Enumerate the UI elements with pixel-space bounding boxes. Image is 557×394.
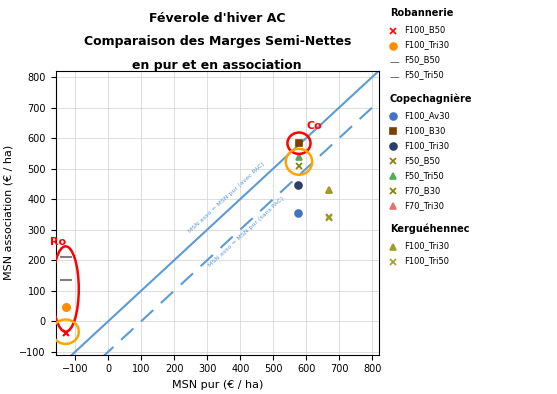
Text: en pur et en association: en pur et en association: [133, 59, 302, 72]
Text: MSN asso = MSN pur (sans PAC): MSN asso = MSN pur (sans PAC): [207, 195, 285, 268]
Text: Robannerie: Robannerie: [390, 8, 453, 18]
Text: F50_B50: F50_B50: [404, 156, 440, 165]
Text: F100_B30: F100_B30: [404, 126, 445, 135]
Text: Comparaison des Marges Semi-Nettes: Comparaison des Marges Semi-Nettes: [84, 35, 351, 48]
Text: Copechagnière: Copechagnière: [390, 93, 472, 104]
Text: F100_Tri30: F100_Tri30: [404, 41, 449, 50]
Text: F50_Tri50: F50_Tri50: [404, 71, 443, 80]
Text: F100_Tri50: F100_Tri50: [404, 256, 449, 266]
Text: F100_Tri30: F100_Tri30: [404, 141, 449, 150]
Y-axis label: MSN association (€ / ha): MSN association (€ / ha): [4, 145, 14, 281]
Text: F100_B50: F100_B50: [404, 26, 445, 35]
Text: MSN asso = MSN pur (avec PAC): MSN asso = MSN pur (avec PAC): [188, 162, 266, 234]
Text: F100_Tri30: F100_Tri30: [404, 242, 449, 251]
Text: F70_B30: F70_B30: [404, 186, 440, 195]
Text: Co: Co: [306, 121, 322, 132]
Text: —: —: [390, 72, 400, 82]
Text: F50_B50: F50_B50: [404, 56, 440, 65]
Text: F100_Av30: F100_Av30: [404, 111, 449, 120]
Text: Féverole d'hiver AC: Féverole d'hiver AC: [149, 12, 286, 25]
Text: F70_Tri30: F70_Tri30: [404, 201, 444, 210]
Text: Ro: Ro: [50, 237, 66, 247]
Text: —: —: [390, 58, 400, 67]
X-axis label: MSN pur (€ / ha): MSN pur (€ / ha): [172, 380, 263, 390]
Text: F50_Tri50: F50_Tri50: [404, 171, 443, 180]
Text: Kerguéhennec: Kerguéhennec: [390, 224, 470, 234]
